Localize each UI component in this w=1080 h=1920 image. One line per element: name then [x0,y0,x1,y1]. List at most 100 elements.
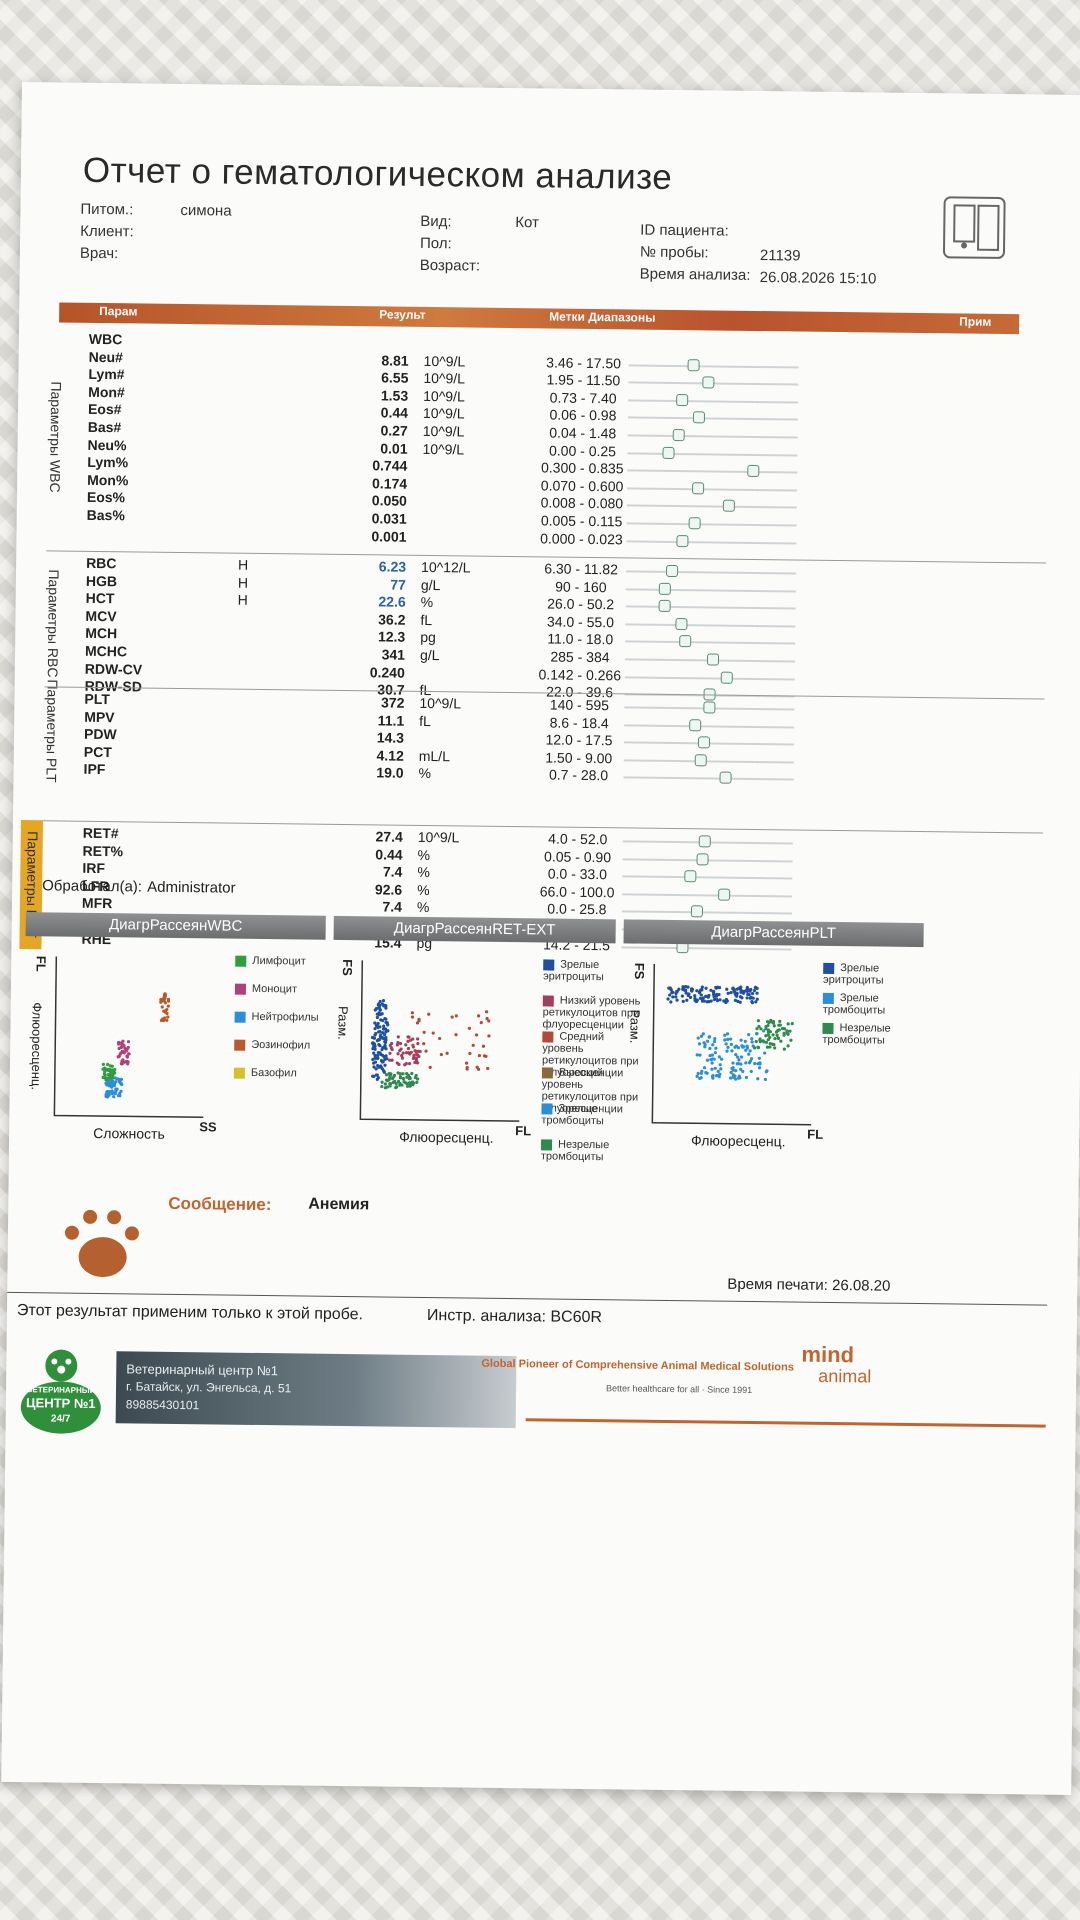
pet-value: симона [180,201,232,220]
param-range: 0.06 - 0.98 [549,406,617,424]
range-marker [676,534,689,547]
print-time: Время печати: 26.08.20 [727,1275,891,1295]
range-marker [678,635,691,648]
param-range: 0.05 - 0.90 [544,848,612,865]
scatter-yaxis: FS [631,962,648,980]
param-value: 4.12 [376,747,404,764]
message-label: Сообщение: [168,1193,272,1215]
param-unit: g/L [419,646,440,664]
param-unit: 10^9/L [423,387,465,405]
param-value: 7.4 [382,898,403,916]
param-range: 90 - 160 [555,578,607,595]
range-marker [692,482,705,495]
param-unit: 10^9/L [423,352,466,370]
param-unit [422,476,492,477]
range-marker [675,617,688,630]
legend-item: Зрелые эритроциты [823,962,913,987]
param-range: 8.6 - 18.4 [549,714,609,731]
scatter-xlabel: Сложность [93,1124,165,1142]
param-range: 1.95 - 11.50 [546,371,621,389]
param-name: MCH [85,625,118,642]
legend-item: Зрелые эритроциты [543,958,643,984]
analysis-time-label: Время анализа: [639,265,751,284]
param-value: 27.4 [375,828,403,845]
param-value: 341 [381,646,406,663]
param-unit [422,511,492,512]
param-name: Lym# [88,366,125,383]
param-unit: fL [419,712,432,729]
param-name: Neu% [87,436,127,453]
legend-item: Лимфоцит [235,955,325,968]
legend-swatch [234,1011,246,1023]
param-unit: 10^9/L [422,405,465,422]
param-unit: 10^9/L [423,370,466,387]
param-name: HCT [85,590,115,607]
range-marker [696,852,709,866]
param-unit: 10^9/L [422,440,465,458]
client-label: Клиент: [80,222,134,241]
section-label: Параметры RBC [44,569,63,678]
legend-item: Незрелые тромбоциты [540,1138,641,1164]
logo-bot: 24/7 [50,1413,71,1425]
param-value: 0.01 [380,439,408,457]
param-value: 7.4 [382,863,403,880]
param-name: PCT [83,743,112,760]
legend-swatch [541,1067,554,1079]
param-range: 0.00 - 0.25 [548,442,617,459]
param-value: 1.53 [380,387,409,404]
param-unit: pg [420,629,436,646]
header-marks: Метки Диапазоны [549,309,656,325]
range-marker [747,465,760,478]
processed-value: Administrator [147,878,236,897]
param-value: 0.744 [372,457,408,474]
scatter-xaxis: FL [515,1123,532,1139]
scatter-yaxis: FS [339,959,356,976]
range-marker [720,671,733,684]
scatter-xaxis: SS [199,1119,217,1135]
range-marker [662,446,675,459]
legend-swatch [540,1139,553,1151]
param-unit: fL [420,611,433,628]
param-value: 0.174 [371,475,408,492]
report-sheet: Отчет о гематологическом анализе Питом.:… [1,82,1080,1795]
param-unit: 10^9/L [419,694,462,712]
clinic-logo: ВЕТЕРИНАРНЫЙ ЦЕНТР №1 24/7 [15,1337,106,1438]
legend-swatch [543,959,555,971]
param-range: 0.04 - 1.48 [549,424,617,442]
range-marker [702,376,715,389]
scatter-plot [651,963,812,1126]
param-range: 285 - 384 [550,648,610,666]
legend-swatch [822,1022,834,1034]
scatter-xaxis: FL [807,1126,824,1142]
table-header-band: Парам Результ Метки Диапазоны Прим [59,302,1020,335]
param-range: 0.73 - 7.40 [549,389,617,407]
range-marker [698,835,711,848]
section-label: Параметры WBC [46,380,65,493]
param-range: 66.0 - 100.0 [539,883,615,901]
param-unit: % [417,881,430,898]
param-unit: g/L [420,576,441,593]
slogan-underline [525,1418,1046,1428]
param-name: Eos% [86,489,126,506]
analyzer-icon [943,196,1006,259]
scatter-xlabel: Флюоресценц. [399,1128,494,1146]
param-value: 8.81 [381,352,409,369]
param-unit: mL/L [418,747,451,765]
sub-slogan: Better healthcare for all · Since 1991 [606,1383,753,1396]
logo-mid: ЦЕНТР №1 [26,1395,96,1411]
param-name: Mon# [88,383,125,401]
param-range: 0.0 - 25.8 [547,900,607,918]
legend-item: Зрелые тромбоциты [823,992,913,1017]
disclaimer: Этот результат применим только к этой пр… [16,1302,364,1324]
scatter-ylabel: Разм. [335,1005,351,1040]
param-range: 6.30 - 11.82 [544,560,619,578]
section-label: Параметры PLT [43,679,61,783]
param-name: IRF [82,859,106,877]
sex-label: Пол: [419,234,452,253]
param-name: HGB [85,572,118,589]
param-range: 140 - 595 [549,696,610,714]
param-unit: % [420,594,434,611]
param-value: 11.1 [377,711,405,729]
param-name: PLT [84,690,110,708]
legend-swatch [542,1031,554,1043]
